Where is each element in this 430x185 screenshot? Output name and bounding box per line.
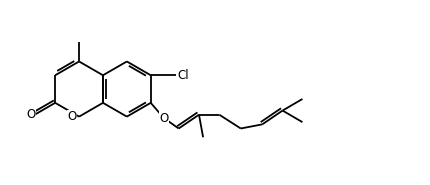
Text: O: O bbox=[68, 110, 77, 123]
Text: O: O bbox=[159, 112, 168, 125]
Text: O: O bbox=[26, 108, 35, 121]
Text: Cl: Cl bbox=[177, 69, 189, 82]
